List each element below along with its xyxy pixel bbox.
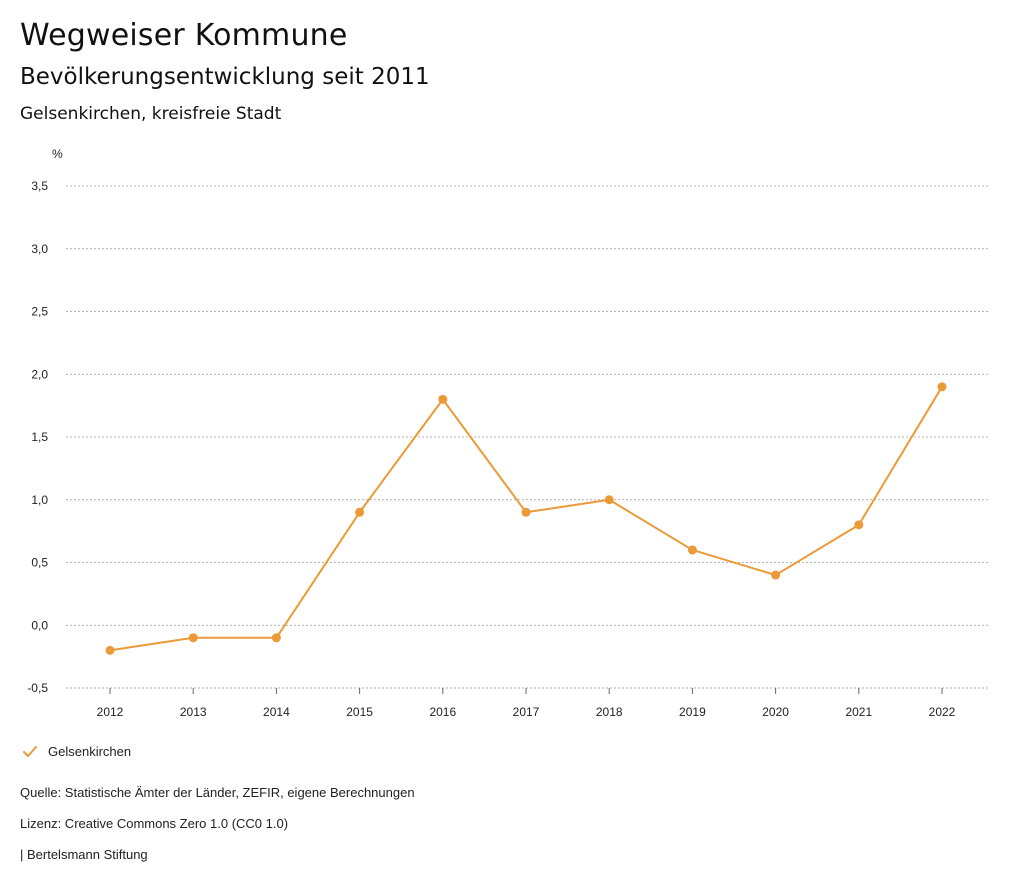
x-tick-label: 2014 [263, 705, 290, 719]
data-point-2021[interactable]: 2021: 0,8 % [854, 520, 864, 530]
chart-subtitle: Bevölkerungsentwicklung seit 2011 [20, 64, 430, 90]
region-label: Gelsenkirchen, kreisfreie Stadt [20, 104, 282, 124]
series-line-gelsenkirchen [109, 386, 943, 652]
x-tick-label: 2018 [596, 705, 623, 719]
x-tick-label: 2019 [679, 705, 706, 719]
x-tick-label: 2013 [180, 705, 207, 719]
check-icon [23, 745, 37, 757]
data-point-2015[interactable]: 2015: 0,9 % [355, 507, 365, 517]
data-point-2019[interactable]: 2019: 0,6 % [687, 545, 697, 555]
x-tick-label: 2012 [97, 705, 124, 719]
y-tick-label: 1,5 [31, 430, 48, 444]
y-tick-label: 3,0 [31, 242, 48, 256]
source-note: Quelle: Statistische Ämter der Länder, Z… [20, 785, 415, 800]
legend-label: Gelsenkirchen [48, 744, 132, 759]
data-point-2013[interactable]: 2013: -0,1 % [188, 633, 198, 643]
y-tick-label: 2,5 [31, 305, 48, 319]
series-gelsenkirchen: 2012: -0,2 % 2013: -0,1 % 2014: -0,1 % 2015… [105, 382, 947, 655]
license-note: Lizenz: Creative Commons Zero 1.0 (CC0 1… [20, 816, 289, 831]
legend-item-gelsenkirchen[interactable]: Gelsenkirchen [22, 744, 131, 759]
y-tick-label: -0,5 [27, 681, 48, 695]
line-chart: -0,50,00,51,01,52,02,53,03,5 2012 2013 201… [27, 147, 990, 719]
data-point-2016[interactable]: 2016: 1,8 % [438, 394, 448, 404]
y-tick-label: 2,0 [31, 367, 48, 381]
data-point-2017[interactable]: 2017: 0,9 % [521, 507, 531, 517]
x-tick-label: 2022 [929, 705, 956, 719]
x-tick-label: 2017 [513, 705, 540, 719]
y-tick-label: 1,0 [31, 493, 48, 507]
x-tick-label: 2020 [762, 705, 789, 719]
data-point-2022[interactable]: 2022: 1,9 % [937, 382, 947, 392]
data-point-2020[interactable]: 2020: 0,4 % [771, 570, 781, 580]
grid-lines [66, 185, 990, 689]
y-tick-label: 3,5 [31, 179, 48, 193]
publisher-note: | Bertelsmann Stiftung [20, 847, 148, 862]
x-tick-label: 2015 [346, 705, 373, 719]
y-tick-label: 0,0 [31, 618, 48, 632]
x-tick-label: 2016 [429, 705, 456, 719]
data-point-2018[interactable]: 2018: 1 % [604, 495, 614, 505]
y-axis-unit-label: % [52, 147, 63, 161]
data-point-2012[interactable]: 2012: -0,2 % [105, 645, 115, 655]
data-point-2014[interactable]: 2014: -0,1 % [271, 633, 281, 643]
x-tick-label: 2021 [845, 705, 872, 719]
page-title: Wegweiser Kommune [20, 18, 348, 53]
y-tick-labels: -0,5 0,0 0,5 1,0 1,5 2,0 2,5 3,0 3,5 [27, 179, 48, 695]
y-tick-label: 0,5 [31, 556, 48, 570]
x-tick-labels: 2012 2013 2014 2015 2016 2017 2018 2019 2020 2021… [97, 688, 956, 719]
